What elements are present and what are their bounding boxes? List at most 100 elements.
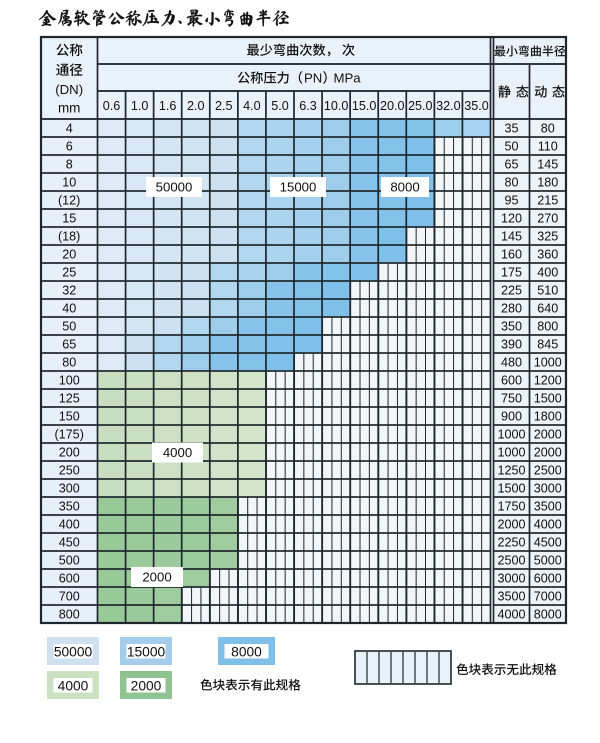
svg-text:2500: 2500	[534, 464, 562, 478]
svg-text:mm: mm	[58, 101, 81, 116]
svg-text:35: 35	[504, 122, 518, 136]
svg-text:145: 145	[537, 158, 558, 172]
svg-text:125: 125	[59, 392, 80, 406]
svg-text:4500: 4500	[534, 536, 562, 550]
svg-text:8: 8	[66, 158, 73, 172]
svg-text:1500: 1500	[534, 392, 562, 406]
svg-text:65: 65	[504, 158, 518, 172]
svg-text:3000: 3000	[497, 572, 525, 586]
svg-text:280: 280	[501, 302, 522, 316]
svg-text:750: 750	[501, 392, 522, 406]
svg-text:390: 390	[501, 338, 522, 352]
svg-text:400: 400	[59, 518, 80, 532]
svg-text:10.0: 10.0	[324, 99, 349, 113]
svg-text:(DN): (DN)	[55, 82, 83, 97]
svg-text:80: 80	[504, 176, 518, 190]
svg-text:15000: 15000	[280, 180, 317, 195]
svg-text:600: 600	[59, 572, 80, 586]
svg-text:3000: 3000	[534, 482, 562, 496]
svg-text:80: 80	[541, 122, 555, 136]
svg-text:8000: 8000	[534, 608, 562, 622]
svg-text:200: 200	[59, 446, 80, 460]
svg-text:6.3: 6.3	[299, 99, 317, 113]
svg-text:3500: 3500	[497, 590, 525, 604]
svg-text:800: 800	[537, 320, 558, 334]
svg-text:640: 640	[537, 302, 558, 316]
svg-text:450: 450	[59, 536, 80, 550]
svg-text:(12): (12)	[58, 194, 80, 208]
svg-text:2000: 2000	[142, 570, 171, 585]
svg-text:225: 225	[501, 284, 522, 298]
svg-text:845: 845	[537, 338, 558, 352]
svg-text:145: 145	[501, 230, 522, 244]
svg-text:300: 300	[59, 482, 80, 496]
svg-text:1250: 1250	[497, 464, 525, 478]
svg-text:480: 480	[501, 356, 522, 370]
svg-text:500: 500	[59, 554, 80, 568]
svg-text:1.0: 1.0	[131, 99, 149, 113]
svg-text:32.0: 32.0	[436, 99, 461, 113]
svg-text:110: 110	[538, 140, 558, 154]
svg-text:4: 4	[66, 122, 73, 136]
svg-text:900: 900	[501, 410, 522, 424]
svg-text:(175): (175)	[54, 428, 83, 442]
svg-text:10: 10	[62, 176, 76, 190]
svg-text:PN: PN	[304, 71, 322, 86]
svg-text:95: 95	[504, 194, 518, 208]
svg-text:4000: 4000	[497, 608, 525, 622]
svg-text:1000: 1000	[497, 446, 525, 460]
svg-text:270: 270	[537, 212, 558, 226]
svg-text:2500: 2500	[497, 554, 525, 568]
svg-text:0.6: 0.6	[103, 99, 121, 113]
svg-text:20: 20	[62, 248, 76, 262]
svg-text:8000: 8000	[231, 645, 262, 660]
svg-text:7000: 7000	[534, 590, 562, 604]
svg-text:2.5: 2.5	[215, 99, 233, 113]
svg-text:1000: 1000	[497, 428, 525, 442]
svg-text:150: 150	[59, 410, 80, 424]
svg-text:215: 215	[537, 194, 558, 208]
svg-text:50: 50	[62, 320, 76, 334]
svg-text:1500: 1500	[497, 482, 525, 496]
svg-text:50000: 50000	[54, 645, 93, 660]
svg-text:100: 100	[59, 374, 80, 388]
svg-text:1750: 1750	[497, 500, 525, 514]
svg-text:20.0: 20.0	[380, 99, 405, 113]
svg-text:15.0: 15.0	[352, 99, 377, 113]
svg-text:32: 32	[62, 284, 76, 298]
svg-text:4.0: 4.0	[243, 99, 261, 113]
svg-text:1800: 1800	[534, 410, 562, 424]
svg-text:15000: 15000	[127, 645, 166, 660]
svg-text:6: 6	[66, 140, 73, 154]
svg-text:8000: 8000	[390, 180, 419, 195]
svg-text:325: 325	[537, 230, 558, 244]
svg-text:2000: 2000	[534, 446, 562, 460]
svg-text:MPa: MPa	[334, 71, 362, 86]
svg-text:50: 50	[504, 140, 518, 154]
svg-text:1000: 1000	[534, 356, 562, 370]
svg-text:700: 700	[59, 590, 80, 604]
svg-text:5.0: 5.0	[271, 99, 289, 113]
svg-text:6000: 6000	[534, 572, 562, 586]
svg-text:25.0: 25.0	[408, 99, 433, 113]
svg-text:25: 25	[62, 266, 76, 280]
svg-text:(18): (18)	[58, 230, 80, 244]
svg-text:800: 800	[59, 608, 80, 622]
svg-text:2000: 2000	[497, 518, 525, 532]
svg-text:250: 250	[59, 464, 80, 478]
svg-text:40: 40	[62, 302, 76, 316]
svg-text:65: 65	[62, 338, 76, 352]
svg-text:160: 160	[501, 248, 522, 262]
svg-text:4000: 4000	[163, 445, 192, 460]
svg-text:400: 400	[537, 266, 558, 280]
svg-text:3500: 3500	[534, 500, 562, 514]
svg-text:120: 120	[501, 212, 522, 226]
svg-text:2000: 2000	[534, 428, 562, 442]
svg-text:2250: 2250	[497, 536, 525, 550]
svg-text:1.6: 1.6	[159, 99, 177, 113]
svg-text:180: 180	[537, 176, 558, 190]
svg-text:2000: 2000	[131, 679, 162, 694]
svg-text:5000: 5000	[534, 554, 562, 568]
svg-text:510: 510	[537, 284, 558, 298]
svg-text:360: 360	[537, 248, 558, 262]
